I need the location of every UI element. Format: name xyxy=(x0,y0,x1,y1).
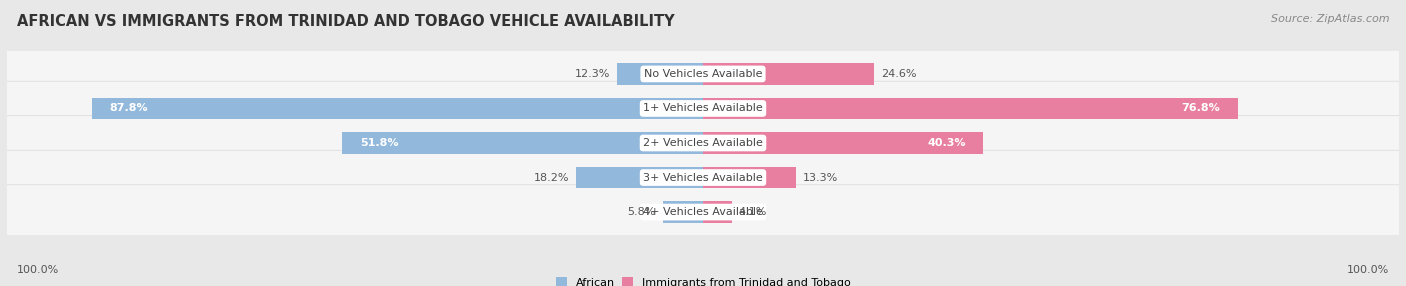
Bar xyxy=(617,63,703,85)
Bar xyxy=(91,98,703,119)
Text: 5.8%: 5.8% xyxy=(627,207,655,217)
Text: Source: ZipAtlas.com: Source: ZipAtlas.com xyxy=(1271,14,1389,24)
Bar xyxy=(343,132,703,154)
Bar xyxy=(703,132,983,154)
FancyBboxPatch shape xyxy=(1,81,1405,136)
Bar xyxy=(703,167,796,188)
Legend: African, Immigrants from Trinidad and Tobago: African, Immigrants from Trinidad and To… xyxy=(555,277,851,286)
Text: 3+ Vehicles Available: 3+ Vehicles Available xyxy=(643,172,763,182)
Text: AFRICAN VS IMMIGRANTS FROM TRINIDAD AND TOBAGO VEHICLE AVAILABILITY: AFRICAN VS IMMIGRANTS FROM TRINIDAD AND … xyxy=(17,14,675,29)
Bar xyxy=(703,201,731,223)
FancyBboxPatch shape xyxy=(1,116,1405,170)
Bar xyxy=(703,63,875,85)
Text: 100.0%: 100.0% xyxy=(1347,265,1389,275)
Text: 24.6%: 24.6% xyxy=(882,69,917,79)
Text: 13.3%: 13.3% xyxy=(803,172,838,182)
Text: 4+ Vehicles Available: 4+ Vehicles Available xyxy=(643,207,763,217)
Text: 76.8%: 76.8% xyxy=(1181,104,1220,114)
Text: 2+ Vehicles Available: 2+ Vehicles Available xyxy=(643,138,763,148)
Text: 87.8%: 87.8% xyxy=(110,104,148,114)
Text: 18.2%: 18.2% xyxy=(534,172,569,182)
FancyBboxPatch shape xyxy=(1,47,1405,101)
Text: 100.0%: 100.0% xyxy=(17,265,59,275)
FancyBboxPatch shape xyxy=(1,150,1405,205)
FancyBboxPatch shape xyxy=(1,185,1405,239)
Text: 1+ Vehicles Available: 1+ Vehicles Available xyxy=(643,104,763,114)
Text: 40.3%: 40.3% xyxy=(928,138,966,148)
Bar xyxy=(703,98,1237,119)
Text: 51.8%: 51.8% xyxy=(360,138,398,148)
Text: 12.3%: 12.3% xyxy=(575,69,610,79)
Text: No Vehicles Available: No Vehicles Available xyxy=(644,69,762,79)
Bar xyxy=(662,201,703,223)
Bar xyxy=(576,167,703,188)
Text: 4.1%: 4.1% xyxy=(738,207,766,217)
